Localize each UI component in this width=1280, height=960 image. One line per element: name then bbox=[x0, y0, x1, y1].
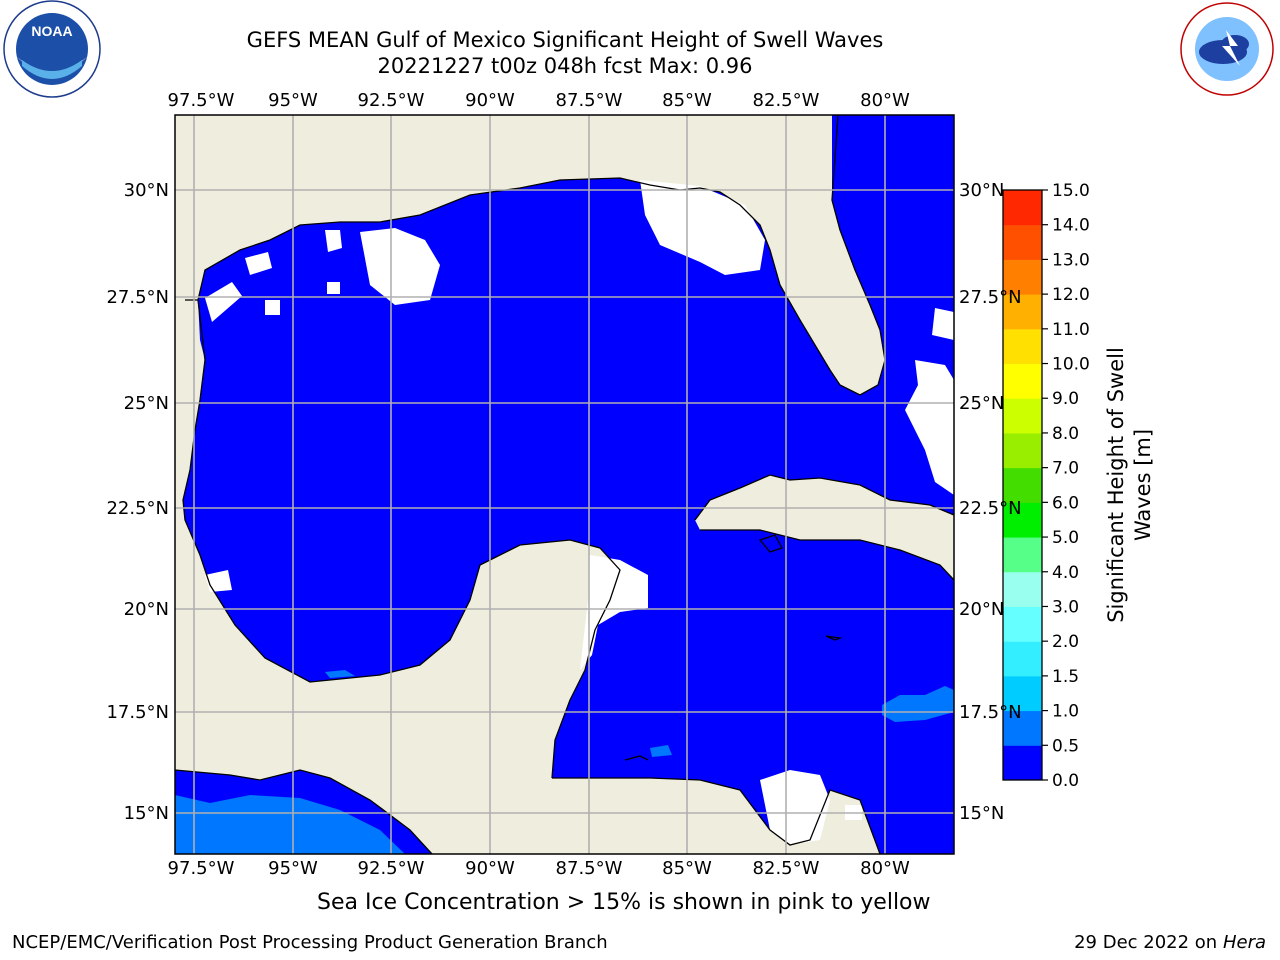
colorbar-tick-label: 15.0 bbox=[1052, 181, 1090, 201]
colorbar-label: Significant Height of Swell bbox=[1104, 347, 1128, 623]
lat-label-right: 22.5°N bbox=[959, 498, 1022, 519]
lon-label-top: 80°W bbox=[860, 90, 910, 111]
colorbar-segment bbox=[1003, 710, 1042, 746]
gulf-ocean-field bbox=[183, 115, 954, 854]
lon-label-bottom: 80°W bbox=[860, 858, 910, 879]
colorbar-segment bbox=[1003, 259, 1042, 295]
colorbar-segment bbox=[1003, 224, 1042, 260]
lat-label-left: 22.5°N bbox=[106, 498, 169, 519]
colorbar-segment bbox=[1003, 641, 1042, 677]
colorbar-tick-label: 14.0 bbox=[1052, 216, 1090, 236]
colorbar-tick-label: 11.0 bbox=[1052, 320, 1090, 340]
swell-0.5m-bay bbox=[325, 670, 355, 678]
lon-label-bottom: 97.5°W bbox=[168, 858, 235, 879]
lon-label-bottom: 92.5°W bbox=[358, 858, 425, 879]
colorbar-segment bbox=[1003, 398, 1042, 434]
lat-label-left: 30°N bbox=[124, 180, 169, 201]
map-frame bbox=[174, 114, 955, 855]
colorbar-tick-label: 3.0 bbox=[1052, 597, 1079, 617]
lat-label-left: 25°N bbox=[124, 393, 169, 414]
lon-label-top: 85°W bbox=[662, 90, 712, 111]
lat-label-left: 20°N bbox=[124, 599, 169, 620]
lat-label-left: 15°N bbox=[124, 803, 169, 824]
colorbar-label-line2: Waves [m] bbox=[1131, 429, 1155, 541]
colorbar-frame bbox=[1002, 189, 1043, 781]
colorbar-segment bbox=[1003, 537, 1042, 573]
lon-label-bottom: 95°W bbox=[268, 858, 318, 879]
footer-machine: Hera bbox=[1222, 932, 1266, 953]
colorbar-segment bbox=[1003, 190, 1042, 226]
colorbar-segment bbox=[1003, 745, 1042, 781]
colorbar-tick-label: 0.5 bbox=[1052, 736, 1079, 756]
lat-label-right: 27.5°N bbox=[959, 287, 1022, 308]
map-area bbox=[174, 114, 955, 855]
coastlines bbox=[175, 115, 954, 854]
lon-label-top: 92.5°W bbox=[358, 90, 425, 111]
lat-label-left: 27.5°N bbox=[106, 287, 169, 308]
colorbar-tick-label: 7.0 bbox=[1052, 459, 1079, 479]
colorbar-tick-label: 4.0 bbox=[1052, 563, 1079, 583]
lon-label-top: 97.5°W bbox=[168, 90, 235, 111]
lat-label-right: 25°N bbox=[959, 393, 1004, 414]
colorbar-tick-label: 2.0 bbox=[1052, 632, 1079, 652]
svg-text:NOAA: NOAA bbox=[31, 23, 72, 39]
colorbar-tick-label: 9.0 bbox=[1052, 389, 1079, 409]
colorbar-segment bbox=[1003, 432, 1042, 469]
colorbar-tick-label: 6.0 bbox=[1052, 493, 1079, 513]
colorbar-tick-label: 1.5 bbox=[1052, 667, 1079, 687]
swell-0.5m-central-south bbox=[650, 745, 672, 757]
colorbar-tick-label: 5.0 bbox=[1052, 528, 1079, 548]
lon-label-top: 90°W bbox=[465, 90, 515, 111]
colorbar-tick-label: 1.0 bbox=[1052, 702, 1079, 722]
colorbar-tick-label: 0.0 bbox=[1052, 771, 1079, 791]
colorbar-tick-label: 8.0 bbox=[1052, 424, 1079, 444]
colorbar-segment bbox=[1003, 328, 1042, 365]
footer-producer: NCEP/EMC/Verification Post Processing Pr… bbox=[12, 932, 608, 953]
lat-label-right: 17.5°N bbox=[959, 702, 1022, 723]
swell-0.5m-east bbox=[882, 686, 954, 722]
swell-0.5m-southwest bbox=[175, 795, 405, 854]
graticule bbox=[175, 115, 954, 854]
lon-label-bottom: 90°W bbox=[465, 858, 515, 879]
sea-ice-note: Sea Ice Concentration > 15% is shown in … bbox=[317, 890, 931, 915]
chart-subtitle-run-info: 20221227 t00z 048h fcst Max: 0.96 bbox=[377, 54, 753, 78]
nodata-patches bbox=[205, 180, 954, 845]
lon-label-top: 82.5°W bbox=[753, 90, 820, 111]
lat-label-right: 15°N bbox=[959, 803, 1004, 824]
colorbar-segment bbox=[1003, 606, 1042, 642]
colorbar-tick-label: 10.0 bbox=[1052, 355, 1090, 375]
footer-date: 29 Dec 2022 on Hera bbox=[1074, 932, 1266, 953]
colorbar-segment bbox=[1003, 502, 1042, 538]
lon-label-bottom: 85°W bbox=[662, 858, 712, 879]
lon-label-bottom: 87.5°W bbox=[556, 858, 623, 879]
noaa-logo: NOAA bbox=[3, 0, 101, 98]
nws-logo bbox=[1180, 2, 1274, 96]
colorbar-segment bbox=[1003, 675, 1042, 712]
lat-label-right: 20°N bbox=[959, 599, 1004, 620]
chart-title: GEFS MEAN Gulf of Mexico Significant Hei… bbox=[246, 28, 884, 52]
colorbar-segment bbox=[1003, 467, 1042, 503]
lon-label-bottom: 82.5°W bbox=[753, 858, 820, 879]
lon-label-top: 87.5°W bbox=[556, 90, 623, 111]
footer-date-text: 29 Dec 2022 on bbox=[1074, 932, 1218, 953]
lat-label-right: 30°N bbox=[959, 180, 1004, 201]
colorbar-segment bbox=[1003, 363, 1042, 399]
colorbar-tick-label: 12.0 bbox=[1052, 285, 1090, 305]
colorbar: 0.0 0.5 1.0 1.5 2.0 3.0 4.0 5.0 6.0 7.0 8.0 9.0 10.0… bbox=[1002, 181, 1090, 791]
lon-label-top: 95°W bbox=[268, 90, 318, 111]
colorbar-tick-label: 13.0 bbox=[1052, 250, 1090, 270]
colorbar-segment bbox=[1003, 571, 1042, 607]
lat-label-left: 17.5°N bbox=[106, 702, 169, 723]
colorbar-segment bbox=[1003, 294, 1042, 330]
